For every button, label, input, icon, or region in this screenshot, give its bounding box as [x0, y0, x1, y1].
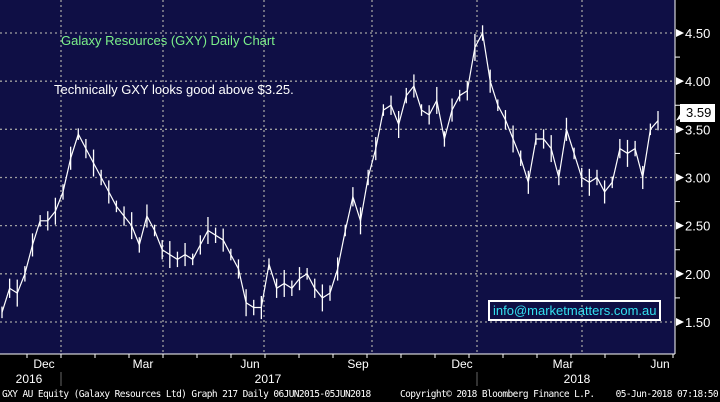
y-tick-marker: [676, 317, 684, 326]
plot-area: [0, 0, 675, 354]
x-tick-label: Mar: [133, 357, 154, 371]
price-line: [1, 31, 659, 313]
y-tick-label: 4.00: [685, 74, 710, 89]
y-tick-label: 2.50: [685, 219, 710, 234]
last-price-tag: 3.59: [680, 103, 716, 122]
y-tick-label: 3.00: [685, 170, 710, 185]
x-tick-label: Dec: [33, 357, 54, 371]
x-year-label: 2017: [255, 372, 282, 386]
x-year-label: 2016: [16, 372, 43, 386]
y-tick-marker: [676, 173, 684, 182]
x-tick-label: Mar: [553, 357, 574, 371]
y-tick-label: 3.50: [685, 122, 710, 137]
x-year-label: 2018: [564, 372, 591, 386]
x-tick-label: Dec: [451, 357, 472, 371]
x-tick-label: Sep: [347, 357, 369, 371]
chart-annotation: Technically GXY looks good above $3.25.: [54, 82, 294, 97]
y-tick-marker: [676, 29, 684, 37]
y-tick-marker: [676, 125, 684, 134]
price-chart: 1.50 2.00 2.50 3.00 3.50 4.00 4.50 Dec Mar Jun Sep…: [0, 0, 710, 386]
x-tick-label: Jun: [650, 357, 669, 371]
y-tick-label: 4.50: [685, 26, 710, 41]
footer-security: GXY AU Equity (Galaxy Resources Ltd) Gra…: [2, 389, 371, 400]
footer-timestamp: 05-Jun-2018 07:18:50: [615, 389, 719, 400]
last-price-pointer: [676, 112, 681, 121]
x-tick-label: Jun: [240, 357, 259, 371]
watermark-email: info@marketmatters.com.au: [488, 300, 662, 321]
y-tick-marker: [676, 269, 684, 278]
chart-title: Galaxy Resources (GXY) Daily Chart: [61, 33, 275, 48]
y-tick-marker: [676, 221, 684, 230]
footer-copyright: Copyright© 2018 Bloomberg Finance L.P.: [400, 389, 595, 400]
y-tick-label: 2.00: [685, 267, 710, 282]
y-tick-marker: [676, 77, 684, 86]
y-tick-label: 1.50: [685, 315, 710, 330]
